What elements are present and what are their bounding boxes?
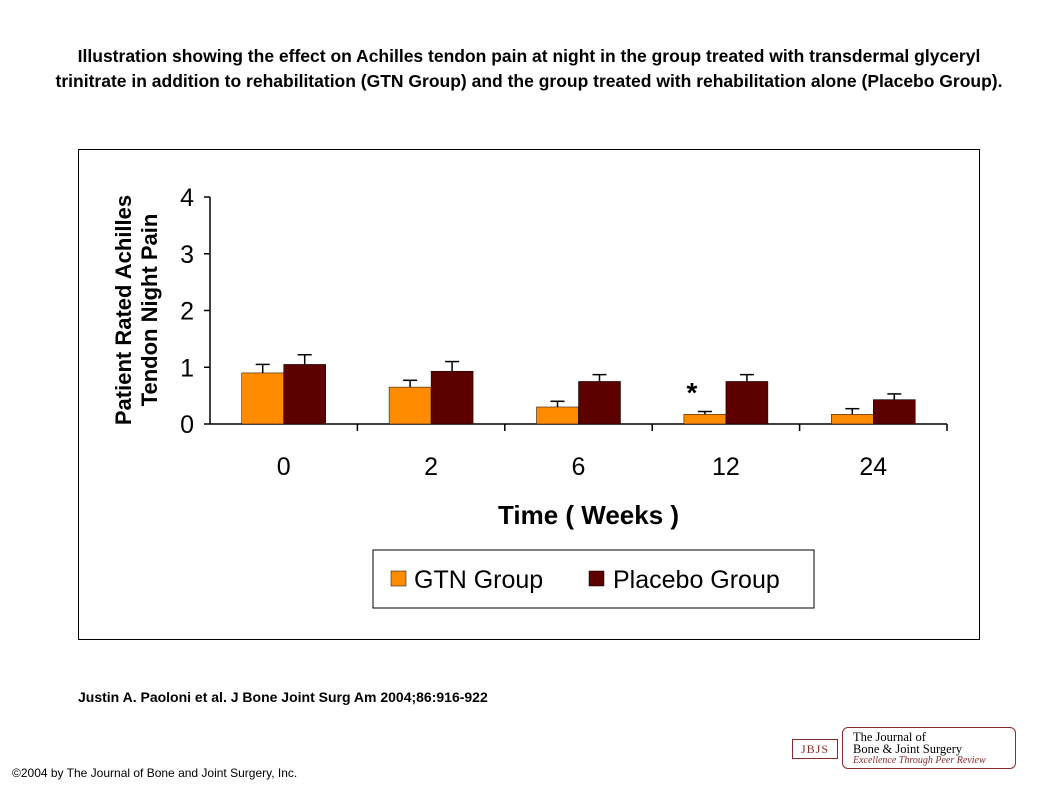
logo-line2: Bone & Joint Surgery (853, 742, 963, 756)
bar-gtn (388, 386, 432, 425)
legend-label-placebo: Placebo Group (613, 566, 780, 594)
y-axis-label: Patient Rated Achilles (111, 195, 136, 425)
bar-gtn (536, 406, 579, 425)
figure-title: Illustration showing the effect on Achil… (55, 46, 1003, 91)
bar-placebo (578, 381, 621, 425)
bar-placebo (873, 399, 916, 425)
x-tick-label: 6 (572, 453, 586, 481)
x-tick-label: 12 (712, 453, 740, 481)
chart-frame: 0 1 2 3 4 Patient Rated Achilles Tendon Night … (78, 149, 980, 640)
y-tick-label: 3 (180, 241, 194, 269)
bar-gtn (831, 414, 874, 425)
bar-placebo (725, 381, 769, 425)
y-tick-label: 4 (180, 184, 194, 212)
y-tick-label: 1 (180, 354, 194, 382)
bar-gtn (241, 372, 284, 425)
legend-label-gtn: GTN Group (414, 566, 543, 594)
x-tick-label: 2 (424, 453, 438, 481)
significance-marker: * (686, 377, 697, 408)
logo-line1: The Journal of (853, 730, 926, 744)
x-tick-label: 24 (859, 453, 887, 481)
x-tick-label: 0 (277, 453, 291, 481)
bar-gtn (683, 414, 727, 425)
legend-swatch-placebo (588, 570, 605, 587)
x-axis-label: Time ( Weeks ) (498, 500, 679, 530)
y-tick-label: 2 (180, 298, 194, 326)
citation: Justin A. Paoloni et al. J Bone Joint Su… (78, 689, 488, 705)
logo-box: The Journal of Bone & Joint Surgery Exce… (842, 727, 1016, 769)
legend-swatch-gtn (390, 570, 407, 587)
y-tick-label: 0 (180, 411, 194, 439)
logo-abbrev: JBJS (792, 739, 838, 759)
logo-tagline: Excellence Through Peer Review (853, 755, 986, 766)
copyright-notice: ©2004 by The Journal of Bone and Joint S… (12, 766, 298, 780)
bar-placebo (283, 364, 326, 425)
y-axis-label: Tendon Night Pain (137, 214, 162, 407)
bar-placebo (430, 370, 474, 425)
journal-logo: JBJS The Journal of Bone & Joint Surgery… (792, 727, 1018, 771)
